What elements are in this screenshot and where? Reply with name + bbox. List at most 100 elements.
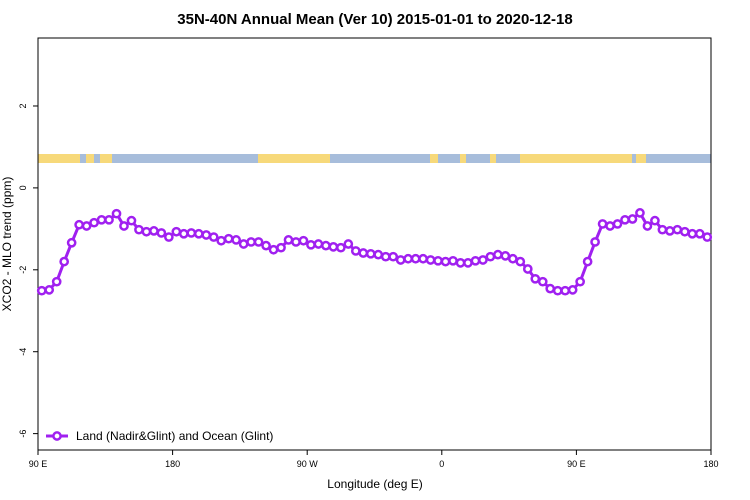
point — [597, 219, 608, 229]
point — [89, 217, 99, 228]
y-tick-label: 0 — [18, 185, 28, 190]
chart-title: 35N-40N Annual Mean (Ver 10) 2015-01-01 … — [177, 11, 572, 28]
point — [418, 253, 428, 264]
point — [321, 240, 331, 251]
point — [74, 219, 84, 230]
point — [238, 239, 249, 249]
point — [537, 276, 548, 287]
point — [81, 221, 92, 231]
x-tick-label: 0 — [439, 459, 444, 469]
point — [440, 256, 451, 267]
point — [448, 255, 458, 266]
point — [186, 228, 197, 238]
point — [134, 224, 144, 235]
point — [687, 228, 698, 239]
point — [605, 221, 615, 231]
point — [283, 235, 294, 245]
point — [96, 214, 107, 225]
point — [66, 237, 77, 248]
point — [313, 239, 324, 249]
point — [642, 221, 653, 231]
point — [560, 285, 571, 296]
point — [552, 285, 563, 296]
point — [223, 233, 234, 244]
point — [253, 237, 264, 247]
point — [276, 242, 286, 253]
point — [149, 226, 159, 236]
point — [493, 249, 503, 260]
point — [470, 255, 481, 266]
y-axis-label: XCO2 - MLO trend (ppm) — [0, 177, 14, 312]
point — [380, 251, 391, 262]
legend-marker — [52, 431, 62, 441]
y-tick-label: -4 — [18, 348, 28, 356]
point — [627, 214, 638, 224]
x-tick-label: 90 E — [567, 459, 586, 469]
point — [485, 251, 496, 262]
point — [463, 257, 473, 268]
point — [657, 224, 668, 235]
point — [164, 232, 174, 242]
point — [395, 255, 406, 265]
x-tick-label: 90 E — [29, 459, 48, 469]
point — [178, 228, 189, 239]
point — [119, 221, 129, 231]
point — [455, 257, 466, 268]
point — [575, 276, 585, 287]
point — [111, 208, 122, 219]
point — [306, 239, 316, 250]
point — [545, 283, 556, 294]
point — [500, 251, 511, 261]
point — [679, 226, 690, 237]
point — [44, 285, 55, 295]
point — [104, 214, 114, 225]
point — [478, 255, 488, 265]
point — [141, 226, 152, 237]
point — [261, 240, 271, 251]
point — [388, 251, 399, 262]
point — [59, 256, 70, 267]
point — [635, 208, 645, 218]
point — [343, 239, 354, 249]
point — [336, 242, 346, 253]
point — [530, 273, 541, 284]
point — [665, 226, 675, 236]
point — [507, 253, 518, 264]
point — [522, 264, 533, 274]
point — [694, 228, 705, 239]
point — [201, 230, 212, 240]
point — [208, 232, 219, 242]
point — [515, 256, 526, 267]
land-ocean-band — [38, 154, 711, 163]
plot-frame — [37, 37, 712, 451]
point — [612, 219, 623, 229]
point — [126, 215, 137, 226]
y-tick-label: -2 — [18, 266, 28, 274]
point — [298, 235, 309, 246]
legend-label: Land (Nadir&Glint) and Ocean (Glint) — [76, 429, 273, 443]
point — [365, 248, 376, 259]
x-tick-label: 180 — [165, 459, 180, 469]
point — [291, 237, 301, 247]
x-tick-label: 180 — [703, 459, 718, 469]
point — [246, 237, 256, 247]
point — [358, 248, 369, 258]
x-tick-label: 90 W — [297, 459, 319, 469]
point — [590, 237, 600, 247]
point — [171, 226, 182, 237]
point — [650, 215, 660, 226]
point — [410, 253, 421, 264]
point — [403, 253, 413, 264]
point — [567, 285, 578, 295]
point — [433, 255, 443, 266]
x-axis-label: Longitude (deg E) — [327, 477, 422, 491]
point — [672, 224, 683, 235]
point — [268, 244, 279, 255]
point — [582, 256, 593, 267]
point — [156, 228, 167, 238]
y-tick-label: 2 — [18, 103, 28, 108]
point — [216, 235, 227, 246]
point — [231, 235, 242, 245]
point — [702, 232, 713, 242]
